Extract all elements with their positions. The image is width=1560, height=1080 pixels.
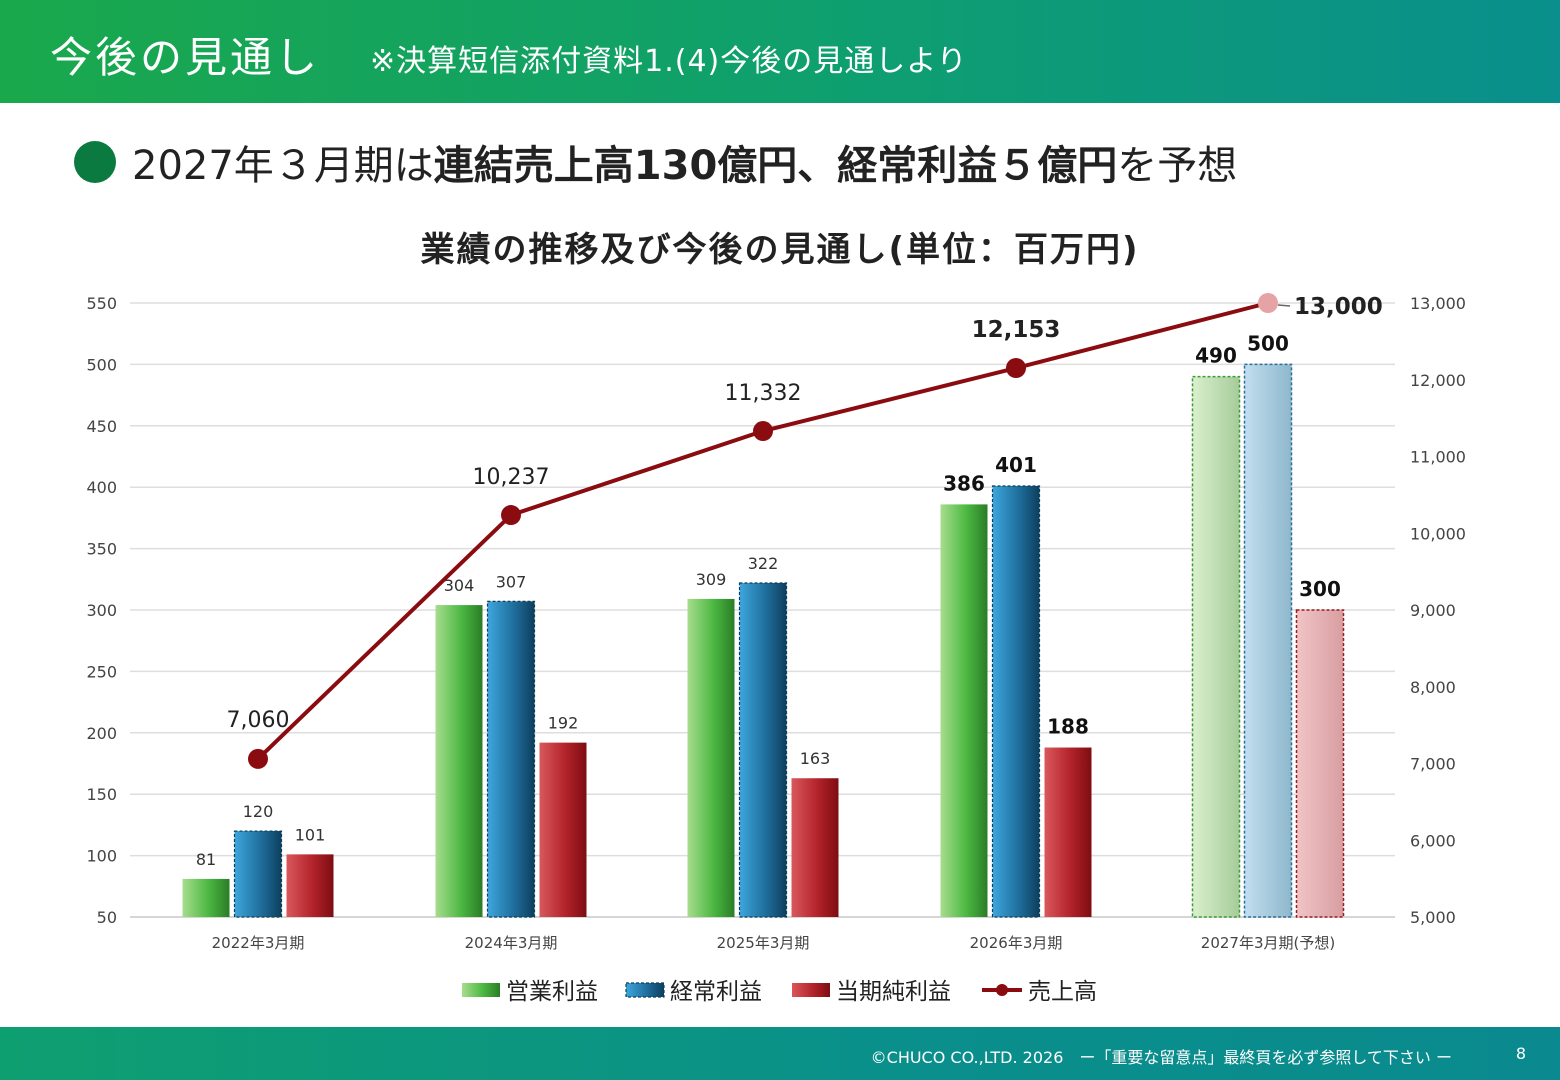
sales-point (1006, 358, 1026, 379)
bar-value-label: 304 (444, 576, 475, 595)
bar-1 (182, 878, 230, 917)
bar-value-label: 188 (1047, 715, 1089, 739)
y-right-tick-label: 7,000 (1410, 755, 1456, 774)
y-left-tick-label: 250 (86, 662, 117, 681)
legend-label: 当期純利益 (836, 979, 951, 1005)
bar-value-label: 101 (295, 825, 326, 844)
y-left-tick-label: 300 (86, 601, 117, 620)
y-right-tick-label: 13,000 (1410, 294, 1466, 313)
legend-swatch-2 (625, 982, 665, 998)
headline-text-2: を予想 (1117, 143, 1238, 189)
legend-marker (996, 984, 1008, 996)
legend-swatch-3 (792, 983, 830, 997)
sales-value-label: 11,332 (725, 381, 802, 406)
header-bar: 今後の見通し ※決算短信添付資料1.(4)今後の見通しより (0, 0, 1560, 103)
sales-point (1258, 293, 1278, 313)
label-leader-line (1277, 304, 1291, 307)
bar-1 (687, 598, 735, 917)
bar-value-label: 120 (243, 802, 274, 821)
bar-3 (1295, 609, 1345, 918)
y-left-tick-label: 200 (86, 724, 117, 743)
bar-value-label: 163 (800, 749, 831, 768)
sales-value-label: 10,237 (473, 465, 550, 490)
legend-swatch-1 (462, 983, 500, 997)
headline: 2027年３月期は 連結売上高130億円、経常利益５億円 を予想 (74, 134, 1237, 190)
y-left-tick-label: 400 (86, 478, 117, 497)
bar-value-label: 500 (1247, 331, 1289, 355)
y-left-tick-label: 100 (86, 847, 117, 866)
y-right-tick-label: 9,000 (1410, 601, 1456, 620)
sales-value-label: 13,000 (1294, 294, 1383, 320)
headline-text-1: 2027年３月期は (132, 143, 434, 189)
bar-value-label: 192 (548, 714, 579, 733)
bar-value-label: 322 (748, 554, 779, 573)
legend-label: 経常利益 (670, 979, 762, 1005)
page-subtitle: ※決算短信添付資料1.(4)今後の見通しより (370, 44, 968, 79)
page-number: 8 (1515, 1044, 1526, 1063)
bar-3 (791, 778, 839, 917)
sales-value-label: 12,153 (972, 317, 1061, 343)
y-left-tick-label: 50 (97, 908, 117, 927)
y-left-tick-label: 550 (86, 294, 117, 313)
bar-2 (991, 485, 1041, 918)
x-tick-label: 2025年3月期 (717, 934, 810, 952)
y-right-tick-label: 5,000 (1410, 908, 1456, 927)
bar-2 (738, 582, 788, 918)
y-right-tick-label: 11,000 (1410, 448, 1466, 467)
footer-bar: ©CHUCO CO.,LTD. 2026 ー「重要な留意点」最終頁を必ず参照して… (0, 1027, 1560, 1080)
y-left-tick-label: 500 (86, 355, 117, 374)
performance-chart: 550 500 450 400 350 300 250 200 150 100 50 13,000 12… (86, 293, 1466, 1005)
bar-2 (233, 830, 283, 918)
bar-value-label: 81 (196, 850, 216, 869)
bar-value-label: 300 (1299, 577, 1341, 601)
sales-point (753, 421, 773, 442)
y-left-tick-label: 350 (86, 540, 117, 559)
y-right-tick-label: 12,000 (1410, 371, 1466, 390)
chart-title: 業績の推移及び今後の見通し(単位：百万円) (420, 230, 1140, 270)
legend-label: 営業利益 (506, 979, 598, 1005)
bar-value-label: 309 (696, 570, 727, 589)
footer-copyright: ©CHUCO CO.,LTD. 2026 ー「重要な留意点」最終頁を必ず参照して… (870, 1048, 1452, 1067)
sales-value-label: 7,060 (227, 708, 290, 733)
x-tick-label: 2027年3月期(予想) (1201, 934, 1335, 952)
y-left-tick-label: 450 (86, 417, 117, 436)
y-right-tick-label: 8,000 (1410, 678, 1456, 697)
sales-point (248, 748, 268, 769)
bar-3 (539, 742, 587, 917)
bar-3 (1044, 747, 1092, 917)
sales-point (501, 505, 521, 526)
bar-2 (486, 600, 536, 918)
x-tick-label: 2022年3月期 (212, 934, 305, 952)
legend-label: 売上高 (1028, 979, 1097, 1005)
y-right-tick-label: 10,000 (1410, 524, 1466, 543)
page-title: 今後の見通し (50, 33, 321, 82)
bar-1 (940, 504, 988, 917)
bar-value-label: 307 (496, 572, 527, 591)
x-tick-label: 2026年3月期 (970, 934, 1063, 952)
bar-2 (1243, 363, 1293, 918)
bar-1 (1191, 375, 1241, 918)
y-right-tick-label: 6,000 (1410, 831, 1456, 850)
bullet-dot-icon (74, 141, 116, 183)
x-tick-label: 2024年3月期 (465, 934, 558, 952)
bar-value-label: 401 (995, 453, 1037, 477)
bar-3 (286, 854, 334, 917)
bar-1 (435, 605, 483, 917)
bar-value-label: 386 (943, 471, 985, 495)
bar-value-label: 490 (1195, 344, 1237, 368)
headline-text-bold: 連結売上高130億円、経常利益５億円 (433, 143, 1118, 189)
y-left-tick-label: 150 (86, 785, 117, 804)
